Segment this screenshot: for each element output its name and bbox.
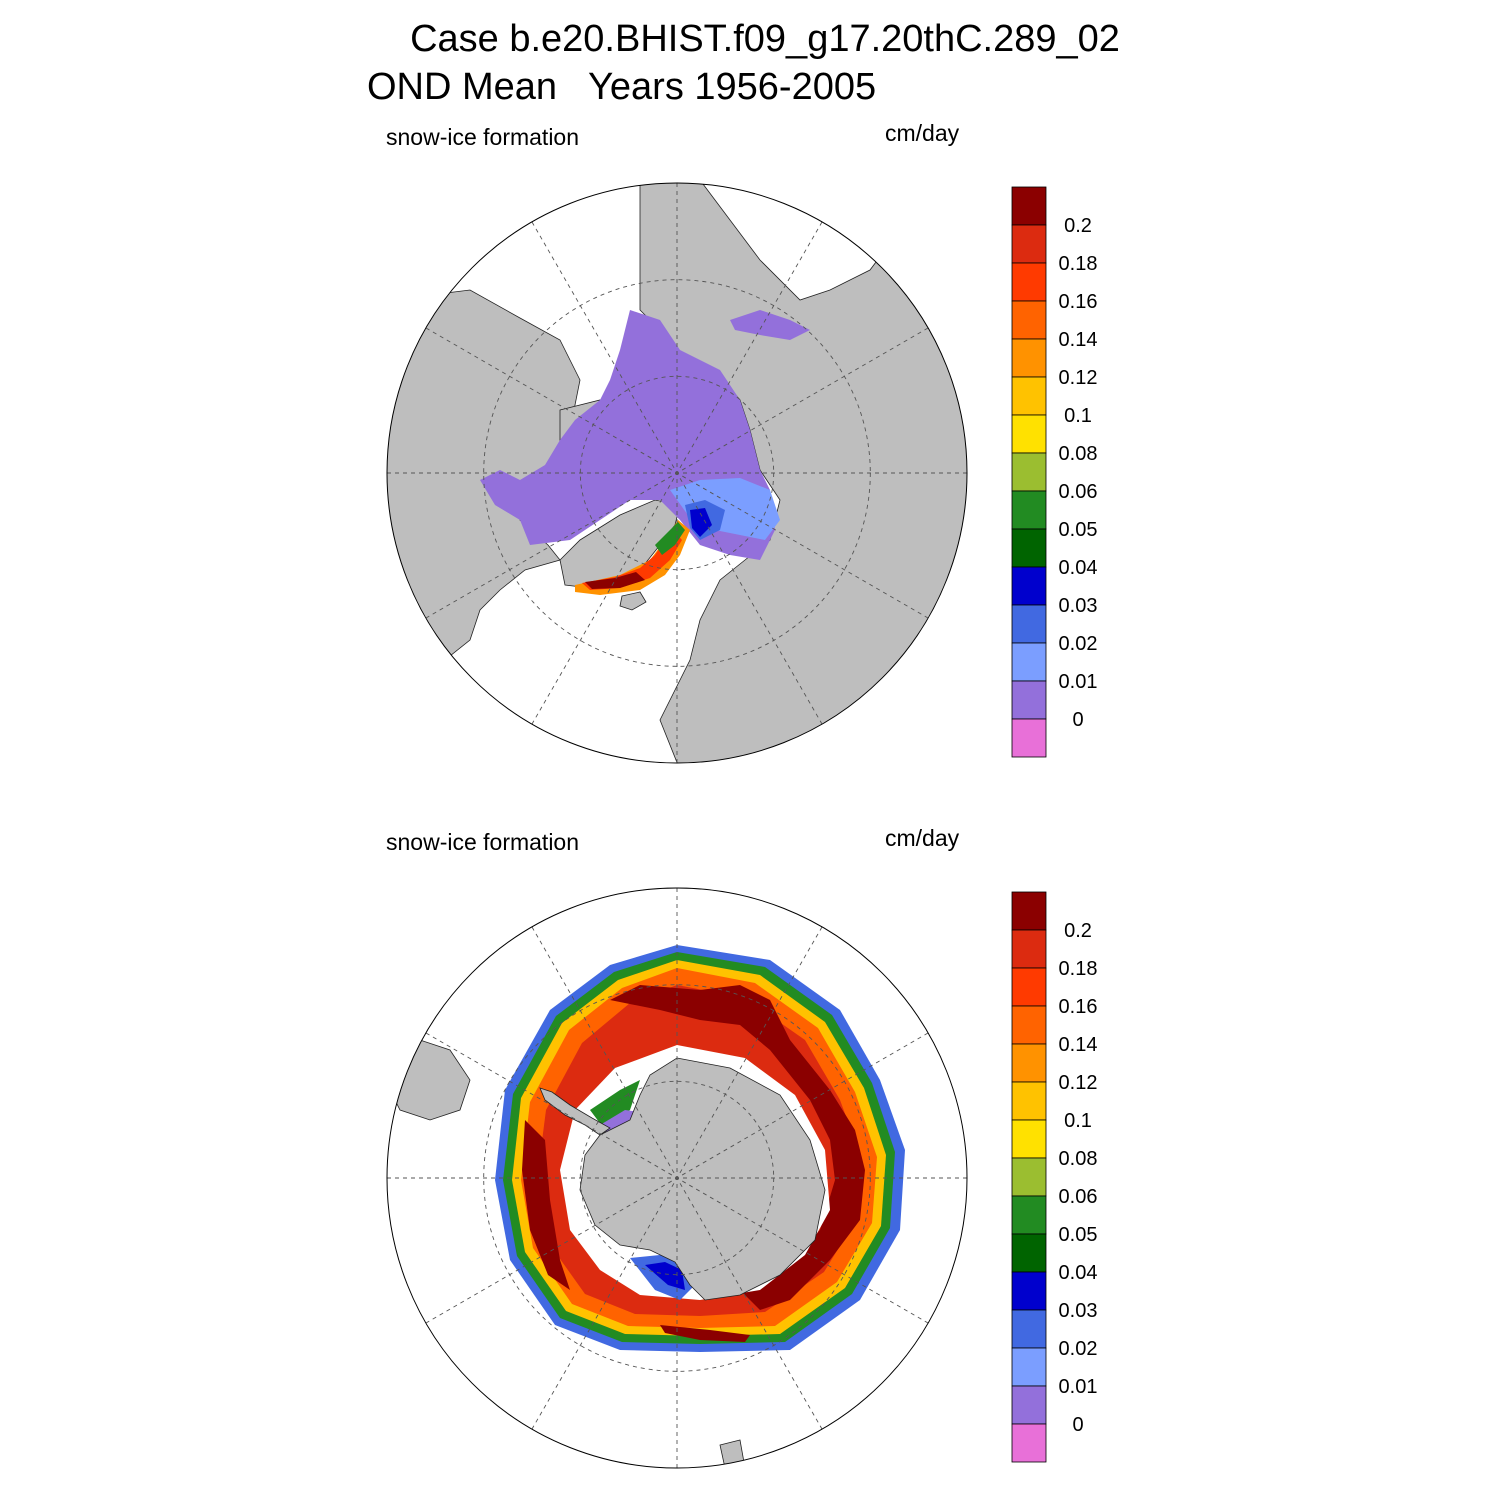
south-colorbar-label: 0.14 <box>1059 1034 1098 1056</box>
north-graticule <box>387 183 967 763</box>
south-colorbar-box-2 <box>1011 967 1047 1007</box>
north-colorbar-box-1 <box>1011 224 1047 264</box>
greenland-sea-field-001 <box>575 520 690 595</box>
north-colorbar-label: 0.04 <box>1059 557 1098 579</box>
north-colorbar-label: 0.06 <box>1059 481 1098 503</box>
south-colorbar-label: 0.05 <box>1059 1224 1098 1246</box>
south-colorbar-label: 0.1 <box>1064 1110 1092 1132</box>
south-polar-map <box>386 887 968 1469</box>
south-graticule <box>387 888 967 1468</box>
south-colorbar-box-12 <box>1011 1347 1047 1387</box>
north-colorbar-label: 0.16 <box>1059 291 1098 313</box>
greenland-sea-field-004 <box>655 522 685 555</box>
north-colorbar-box-0 <box>1011 186 1047 226</box>
iceland-land <box>619 591 647 611</box>
ross-field-002 <box>645 1262 685 1290</box>
figure-title-line1: Case b.e20.BHIST.f09_g17.20thC.289_02 <box>410 18 1120 60</box>
north-colorbar-label: 0.02 <box>1059 633 1098 655</box>
north-colorbar-box-3 <box>1011 300 1047 340</box>
antarctic-peninsula-land <box>539 1087 611 1136</box>
south-colorbar-label: 0.06 <box>1059 1186 1098 1208</box>
south-colorbar-box-10 <box>1011 1271 1047 1311</box>
north-colorbar-label: 0.2 <box>1064 215 1092 237</box>
north-colorbar-box-7 <box>1011 452 1047 492</box>
north-colorbar-box-6 <box>1011 414 1047 454</box>
south-colorbar-box-5 <box>1011 1081 1047 1121</box>
figure-title-line2: OND Mean Years 1956-2005 <box>367 66 877 108</box>
north-map-border <box>386 182 968 764</box>
south-colorbar-label: 0.03 <box>1059 1300 1098 1322</box>
south-colorbar-box-7 <box>1011 1157 1047 1197</box>
north-colorbar-label: 0.1 <box>1064 405 1092 427</box>
south-colorbar-label: 0.04 <box>1059 1262 1098 1284</box>
south-units-label: cm/day <box>885 825 960 851</box>
south-colorbar-box-13 <box>1011 1385 1047 1425</box>
southern-ocean-field-006 <box>610 985 865 1310</box>
north-colorbar-box-12 <box>1011 642 1047 682</box>
south-colorbar-label: 0.08 <box>1059 1148 1098 1170</box>
north-field <box>480 310 810 595</box>
north-colorbar-label: 0.01 <box>1059 671 1098 693</box>
south-colorbar-label: 0.12 <box>1059 1072 1098 1094</box>
north-variable-label: snow-ice formation <box>386 124 580 150</box>
south-colorbar-box-6 <box>1011 1119 1047 1159</box>
south-colorbar-box-9 <box>1011 1233 1047 1273</box>
south-colorbar-box-8 <box>1011 1195 1047 1235</box>
north-colorbar-label: 0 <box>1072 709 1083 731</box>
southern-ocean-field-008 <box>660 1325 750 1342</box>
north-polar-map <box>386 182 968 764</box>
southern-ocean-field-007 <box>522 1120 570 1290</box>
south-colorbar-box-1 <box>1011 929 1047 969</box>
north-colorbar-label: 0.05 <box>1059 519 1098 541</box>
north-colorbar-box-2 <box>1011 262 1047 302</box>
north-colorbar-box-11 <box>1011 604 1047 644</box>
south-colorbar-box-0 <box>1011 891 1047 931</box>
north-colorbar-box-4 <box>1011 338 1047 378</box>
north-colorbar-box-9 <box>1011 528 1047 568</box>
north-colorbar-label: 0.14 <box>1059 329 1098 351</box>
north-colorbar-label: 0.03 <box>1059 595 1098 617</box>
north-colorbar-label: 0.12 <box>1059 367 1098 389</box>
north-colorbar-label: 0.18 <box>1059 253 1098 275</box>
north-colorbar-box-8 <box>1011 490 1047 530</box>
south-colorbar-label: 0.18 <box>1059 958 1098 980</box>
north-colorbar-label: 0.08 <box>1059 443 1098 465</box>
north-colorbar-box-14 <box>1011 718 1047 758</box>
north-land <box>387 183 967 763</box>
north-colorbar-box-13 <box>1011 680 1047 720</box>
greenland-sea-field-003 <box>585 572 645 589</box>
colorbars: 0.2 0.18 0.16 0.14 0.12 0.1 0.08 0.06 0.05 0.04 0.… <box>1011 186 1098 1463</box>
south-colorbar-box-3 <box>1011 1005 1047 1045</box>
south-colorbar-box-14 <box>1011 1423 1047 1463</box>
south-colorbar-label: 0.02 <box>1059 1338 1098 1360</box>
south-colorbar-label: 0.2 <box>1064 920 1092 942</box>
north-units-label: cm/day <box>885 120 960 146</box>
south-colorbar-label: 0 <box>1072 1414 1083 1436</box>
north-colorbar-box-10 <box>1011 566 1047 606</box>
south-colorbar-label: 0.16 <box>1059 996 1098 1018</box>
south-colorbar-box-4 <box>1011 1043 1047 1083</box>
barents-field-003 <box>690 508 712 537</box>
siberian-shelf-field <box>730 310 810 340</box>
south-map-border <box>386 887 968 1469</box>
north-colorbar-box-5 <box>1011 376 1047 416</box>
south-colorbar-box-11 <box>1011 1309 1047 1349</box>
south-colorbar-label: 0.01 <box>1059 1376 1098 1398</box>
weddell-field-001 <box>590 1080 640 1130</box>
south-variable-label: snow-ice formation <box>386 829 580 855</box>
